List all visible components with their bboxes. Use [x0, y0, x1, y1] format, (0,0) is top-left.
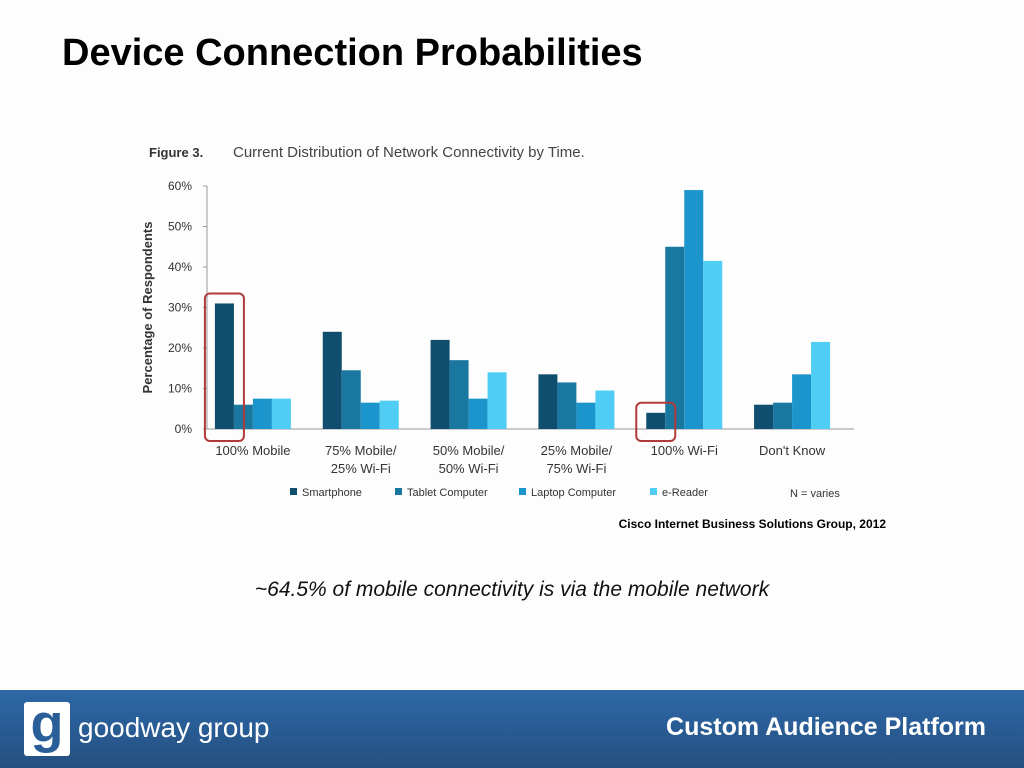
- bar: [487, 372, 507, 429]
- slide-subtitle: ~64.5% of mobile connectivity is via the…: [254, 578, 770, 601]
- source-credit: Cisco Internet Business Solutions Group,…: [618, 517, 886, 531]
- x-tick-label: 50% Wi-Fi: [439, 461, 499, 476]
- tagline: Custom Audience Platform: [666, 713, 986, 741]
- y-tick-label: 0%: [175, 422, 193, 436]
- legend-label: Tablet Computer: [407, 487, 488, 499]
- bar: [773, 402, 793, 429]
- bar: [684, 190, 704, 429]
- bar: [430, 339, 450, 429]
- y-tick-label: 20%: [168, 341, 192, 355]
- figure-label: Figure 3.: [149, 145, 203, 160]
- bar: [646, 412, 666, 429]
- bar: [322, 331, 342, 429]
- footer-bar: g goodway group Custom Audience Platform: [0, 690, 1024, 768]
- x-tick-label: 50% Mobile/: [433, 443, 505, 458]
- bar: [468, 398, 488, 429]
- legend-label: Smartphone: [302, 487, 362, 499]
- brand-name: goodway group: [78, 712, 270, 743]
- y-tick-label: 50%: [168, 220, 192, 234]
- bar: [811, 341, 831, 429]
- bar: [379, 400, 399, 429]
- chart-svg: Figure 3. Current Distribution of Network…: [140, 144, 854, 500]
- legend-note: N = varies: [790, 488, 840, 500]
- x-tick-label: 100% Wi-Fi: [651, 443, 718, 458]
- x-tick-label: 100% Mobile: [215, 443, 290, 458]
- legend-label: e-Reader: [662, 487, 708, 499]
- goodway-logo-icon: g: [24, 694, 70, 756]
- y-tick-label: 60%: [168, 179, 192, 193]
- bar: [665, 246, 685, 429]
- bar: [576, 402, 596, 429]
- bar: [449, 360, 469, 429]
- legend-label: Laptop Computer: [531, 487, 616, 499]
- bar: [271, 398, 291, 429]
- logo-letter: g: [30, 694, 64, 754]
- bar: [703, 260, 723, 429]
- bar: [595, 390, 615, 429]
- legend-swatch: [290, 488, 297, 495]
- bar: [252, 398, 272, 429]
- legend-swatch: [519, 488, 526, 495]
- bar: [792, 374, 812, 429]
- y-tick-label: 40%: [168, 260, 192, 274]
- legend-swatch: [395, 488, 402, 495]
- legend-swatch: [650, 488, 657, 495]
- highlight-box: [203, 292, 245, 442]
- x-tick-label: 25% Wi-Fi: [331, 461, 391, 476]
- bar: [214, 303, 234, 429]
- bar: [557, 382, 577, 429]
- bar: [538, 374, 558, 429]
- x-tick-label: Don't Know: [759, 443, 826, 458]
- x-tick-label: 75% Mobile/: [325, 443, 397, 458]
- y-axis-label: Percentage of Respondents: [140, 222, 155, 394]
- bar: [360, 402, 380, 429]
- slide-title: Device Connection Probabilities: [62, 32, 643, 74]
- y-tick-label: 10%: [168, 382, 192, 396]
- x-tick-label: 25% Mobile/: [541, 443, 613, 458]
- chart-title: Current Distribution of Network Connecti…: [233, 144, 585, 161]
- x-tick-label: 75% Wi-Fi: [546, 461, 606, 476]
- chart: Figure 3. Current Distribution of Network…: [130, 130, 900, 520]
- bar: [754, 404, 774, 429]
- y-tick-label: 30%: [168, 301, 192, 315]
- bar: [341, 370, 361, 429]
- highlight-box: [635, 401, 677, 442]
